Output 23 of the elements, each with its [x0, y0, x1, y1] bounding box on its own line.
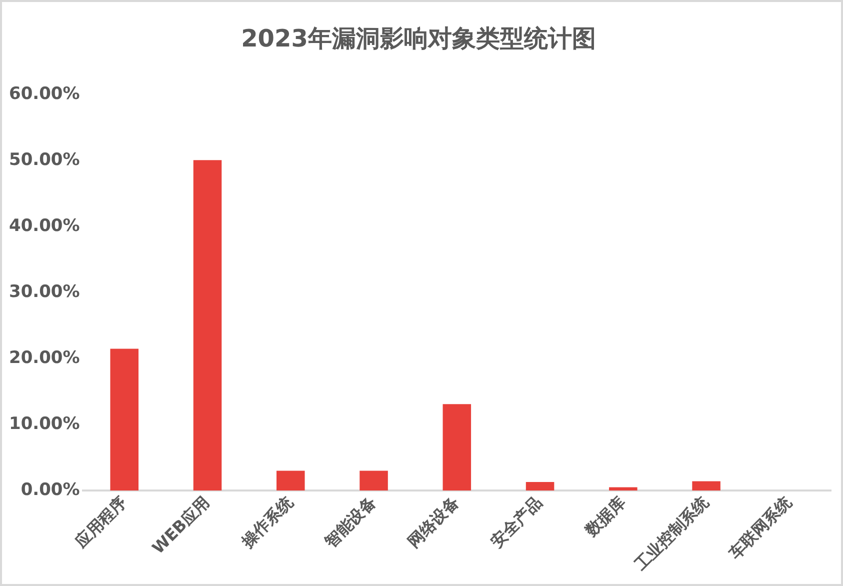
x-tick-label: 网络设备: [404, 492, 463, 552]
y-tick-label: 20.00%: [8, 348, 80, 368]
x-tick-label: 安全产品: [487, 492, 546, 552]
y-tick-label: 30.00%: [8, 282, 80, 302]
bar: [276, 470, 305, 491]
bar: [526, 482, 554, 491]
x-tick-label: 操作系统: [237, 492, 298, 552]
y-tick-label: 0.00%: [20, 480, 80, 500]
bar: [193, 160, 222, 491]
x-tick-label: 智能设备: [320, 492, 380, 552]
y-tick-label: 50.00%: [8, 150, 80, 170]
chart-title: 2023年漏洞影响对象类型统计图: [241, 24, 596, 53]
bar: [609, 487, 638, 491]
bar: [110, 348, 139, 491]
bar: [360, 470, 388, 491]
y-tick-label: 60.00%: [8, 84, 80, 104]
x-tick-label: 工业控制系统: [630, 492, 713, 575]
bar: [692, 481, 720, 491]
x-tick-label: 车联网系统: [724, 492, 796, 564]
y-tick-label: 10.00%: [8, 414, 80, 434]
bar: [442, 404, 472, 491]
y-tick-label: 40.00%: [8, 216, 80, 236]
x-tick-label: 数据库: [580, 492, 629, 541]
